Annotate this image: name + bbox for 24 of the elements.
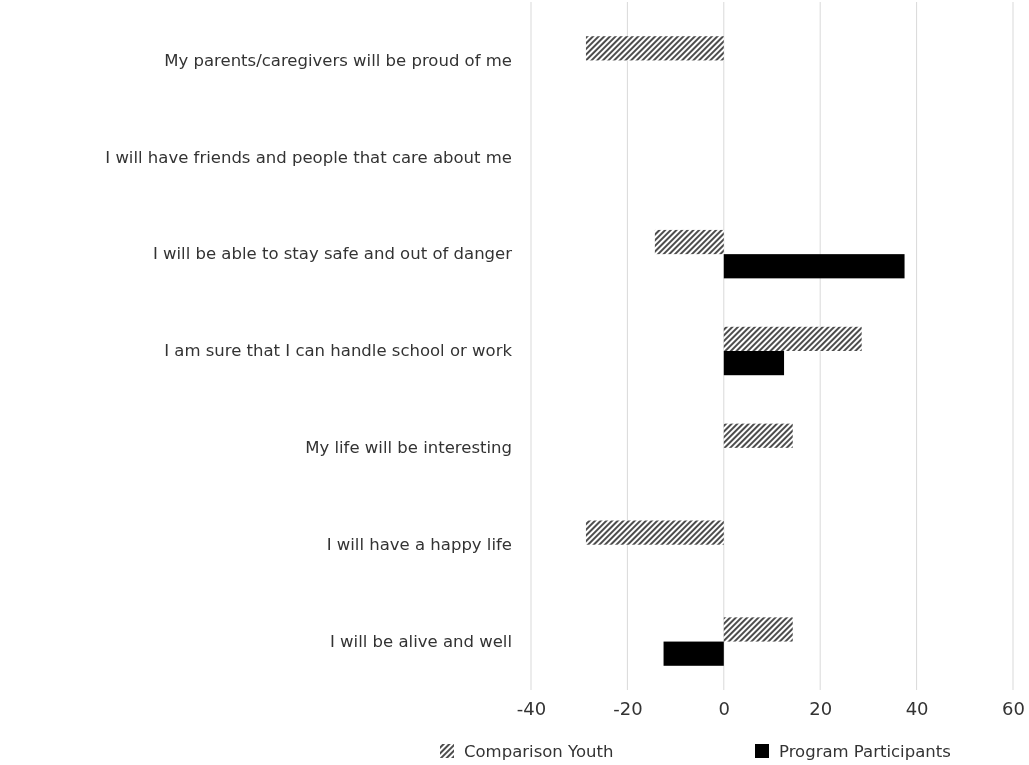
- bar: [723, 423, 793, 448]
- y-tick-label: I am sure that I can handle school or work: [164, 341, 513, 361]
- y-tick-label: My life will be interesting: [305, 438, 512, 458]
- x-tick-label: 60: [1002, 697, 1025, 719]
- legend-label: Comparison Youth: [464, 742, 614, 761]
- x-tick-label: 20: [809, 697, 833, 719]
- y-tick-label: I will have friends and people that care about me: [105, 147, 512, 167]
- y-tick-label: I will have a happy life: [326, 534, 512, 554]
- y-tick-label: I will be alive and well: [329, 631, 512, 651]
- x-tick-label: -20: [613, 697, 643, 719]
- y-tick-label: My parents/caregivers will be proud of me: [164, 50, 512, 70]
- bar: [585, 520, 724, 545]
- bar: [723, 326, 862, 351]
- x-tick-label: 40: [905, 697, 929, 719]
- x-tick-label: -40: [516, 697, 547, 719]
- y-tick-label: I will be able to stay safe and out of danger: [152, 244, 513, 264]
- x-tick-label: 0: [718, 697, 731, 719]
- bar: [723, 254, 905, 279]
- bar: [663, 641, 724, 666]
- bar: [654, 229, 724, 255]
- bar: [723, 617, 793, 642]
- bar: [723, 351, 785, 376]
- legend-label: Program Participants: [779, 742, 951, 761]
- bar: [585, 36, 724, 61]
